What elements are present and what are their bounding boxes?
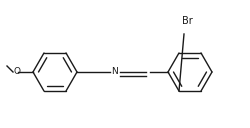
Text: N: N xyxy=(111,67,118,77)
Text: O: O xyxy=(14,67,21,77)
Text: Br: Br xyxy=(181,16,192,26)
